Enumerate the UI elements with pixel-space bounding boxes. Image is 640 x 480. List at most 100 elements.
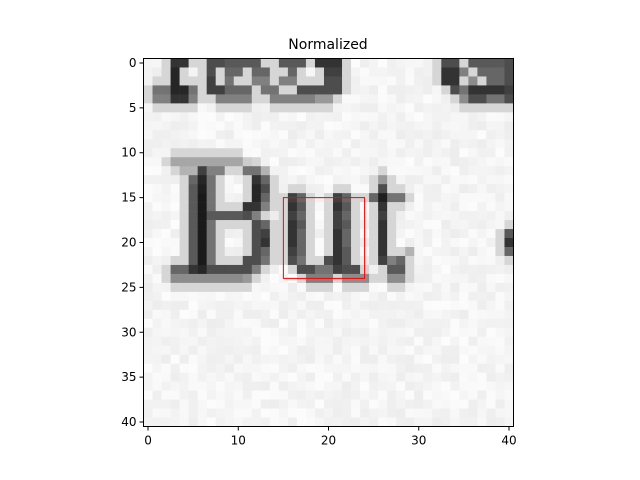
heatmap-cell [450,399,460,409]
heatmap-cell [143,300,153,311]
heatmap-cell [369,318,379,329]
heatmap-cell [224,58,235,68]
heatmap-cell [504,94,514,104]
heatmap-cell [287,148,298,158]
heatmap-cell [188,184,198,194]
heatmap-cell [179,291,189,302]
heatmap-cell [351,121,361,131]
heatmap-cell [206,417,216,427]
heatmap-cell [504,282,514,293]
heatmap-cell [251,408,262,418]
heatmap-cell [333,246,343,257]
heatmap-cell [197,273,207,284]
heatmap-cell [296,300,307,311]
heatmap-cell [459,309,469,320]
heatmap-cell [351,255,361,266]
heatmap-cell [215,282,226,293]
heatmap-cell [197,238,207,248]
heatmap-cell [170,300,180,311]
heatmap-cell [486,327,496,338]
heatmap-cell [459,390,469,400]
heatmap-cell [459,372,469,382]
heatmap-cell [432,300,442,311]
heatmap-cell [405,229,415,239]
heatmap-cell [468,372,478,382]
heatmap-cell [161,67,171,77]
heatmap-cell [260,76,271,86]
heatmap-cell [441,112,451,122]
heatmap-cell [305,300,316,311]
heatmap-cell [305,229,316,239]
heatmap-cell [305,318,316,329]
heatmap-cell [269,318,280,329]
heatmap-cell [305,67,316,77]
heatmap-cell [143,282,153,293]
heatmap-cell [477,309,487,320]
heatmap-cell [233,381,244,391]
heatmap-cell [224,336,235,347]
heatmap-cell [170,148,180,158]
heatmap-cell [269,103,280,113]
heatmap-cell [269,139,280,149]
heatmap-cell [269,157,280,167]
heatmap-cell [360,175,370,185]
heatmap-cell [179,363,189,373]
heatmap-cell [360,417,370,427]
heatmap-cell [179,408,189,418]
heatmap-cell [459,318,469,329]
heatmap-cell [233,300,244,311]
heatmap-cell [414,220,424,230]
heatmap-cell [342,417,352,427]
heatmap-cell [495,291,505,302]
heatmap-cell [305,148,316,158]
heatmap-cell [215,417,226,427]
heatmap-cell [423,130,433,140]
heatmap-cell [378,381,388,391]
heatmap-cell [305,390,316,400]
heatmap-cell [423,202,433,212]
heatmap-cell [170,318,180,329]
heatmap-cell [441,166,451,176]
heatmap-cell [269,112,280,122]
heatmap-cell [188,300,198,311]
heatmap-cell [405,264,415,275]
heatmap-cell [215,166,226,176]
heatmap-cell [287,291,298,302]
heatmap-cell [477,139,487,149]
heatmap-cell [323,112,334,122]
heatmap-cell [215,372,226,382]
heatmap-cell [287,255,298,266]
heatmap-cell [170,139,180,149]
heatmap-cell [459,166,469,176]
heatmap-cell [495,246,505,257]
heatmap-cell [441,372,451,382]
heatmap-cell [504,246,514,257]
heatmap-cell [486,363,496,373]
heatmap-cell [323,67,334,77]
heatmap-cell [405,318,415,329]
heatmap-cell [197,58,207,68]
heatmap-cell [197,193,207,203]
heatmap-cell [486,157,496,167]
heatmap-cell [495,273,505,284]
heatmap-cell [314,202,325,212]
heatmap-cell [459,184,469,194]
heatmap-cell [296,417,307,427]
heatmap-cell [486,67,496,77]
heatmap-cell [432,67,442,77]
heatmap-cell [323,166,334,176]
heatmap-cell [450,246,460,257]
heatmap-cell [486,193,496,203]
heatmap-cell [486,408,496,418]
heatmap-cell [405,58,415,68]
heatmap-cell [342,238,352,248]
heatmap-cell [468,336,478,347]
heatmap-cell [152,318,162,329]
heatmap-cell [305,238,316,248]
heatmap-cell [477,58,487,68]
heatmap-cell [152,345,162,355]
heatmap-cell [396,94,406,104]
heatmap-cell [242,85,253,95]
heatmap-cell [342,327,352,338]
heatmap-cell [287,94,298,104]
